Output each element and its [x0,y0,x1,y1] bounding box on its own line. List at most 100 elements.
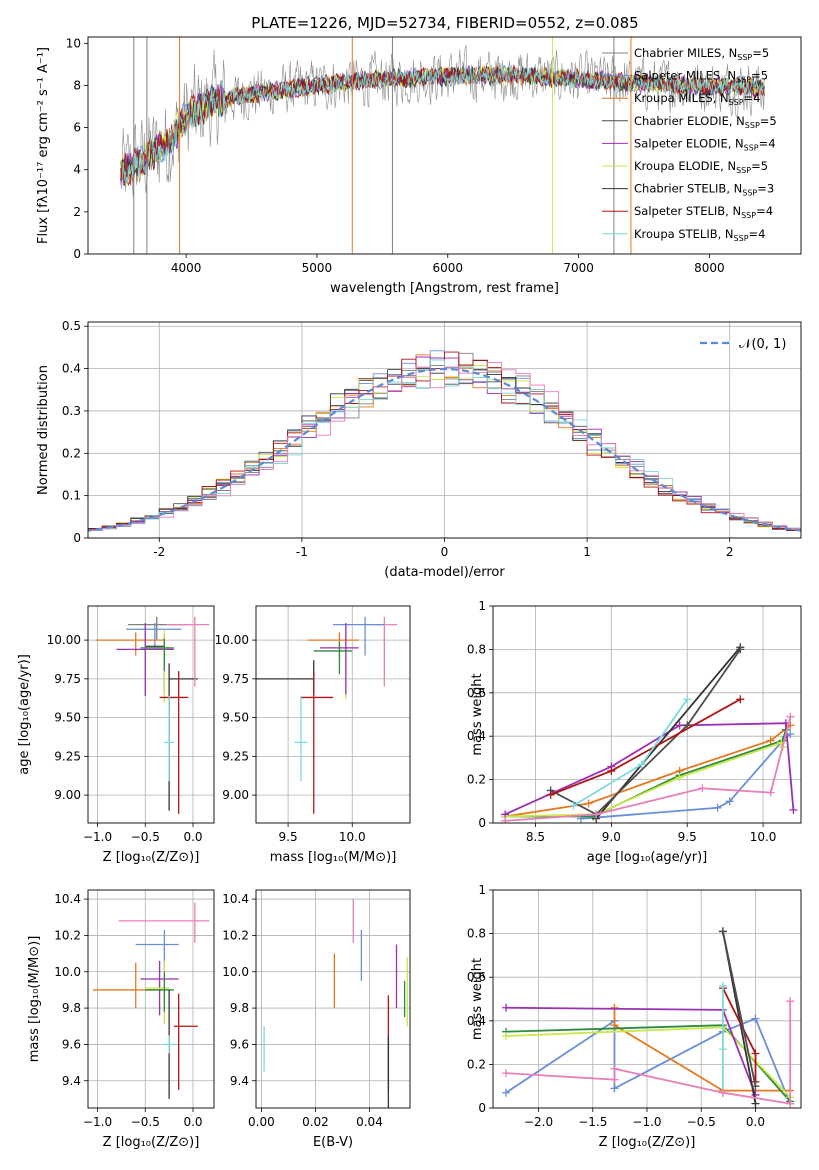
errorbars [92,902,210,1099]
plot-frame [87,36,802,255]
weight-marker [502,1003,511,1012]
y-tick-label: 9.25 [222,749,249,763]
weight-line [718,981,727,1097]
y-tick-label: 9.00 [54,788,81,802]
errorbar-point [173,993,198,1090]
y-tick-label: 0.6 [467,970,486,984]
weight-marker [789,805,798,814]
normal-curve [88,367,801,532]
weight-marker [675,773,684,782]
y-tick-label: 9.6 [62,1037,81,1051]
legend-entry: Chabrier ELODIE, NSSP=5 [634,114,777,130]
x-tick-label: 5000 [302,261,333,275]
y-tick-label: 4 [73,163,81,177]
errorbar-point [164,695,174,782]
errorbar-point [118,902,210,943]
y-tick-label: 9.25 [54,749,81,763]
y-tick-label: 0.1 [62,489,81,503]
x-tick-label: 0.00 [248,1115,275,1129]
weight-marker [675,721,684,730]
weight-line [501,719,798,819]
y-tick-label: 9.75 [54,672,81,686]
errorbar-point [333,616,385,656]
plot-frame [87,889,215,1109]
plot-frame [87,321,802,539]
plot-frame [255,889,411,1109]
weight_vs_age-panel: 8.5 9.0 9.5 10.0 0 0.2 0.4 0.6 0.8 1 age [log₁₀(ag… [467,599,802,865]
weight-marker [610,1064,619,1073]
weight-marker [698,784,707,793]
errorbar-point [256,660,315,695]
legend-entry: Salpeter ELODIE, NSSP=4 [634,136,776,152]
histograms [88,350,801,533]
y-tick-label: 6 [73,121,81,135]
x-tick-label: 7000 [563,261,594,275]
x-tick-label: 2 [726,545,734,559]
x-tick-label: −2.0 [524,1115,553,1129]
weight-marker [502,1069,511,1078]
y-tick-label: 0.5 [62,319,81,333]
weight-marker [718,927,727,936]
weight-marker [610,1084,619,1093]
y-tick-label: 0.8 [467,642,486,656]
weight-line [501,712,795,823]
weight-path [504,724,791,818]
weight-marker [786,712,795,721]
x-tick-label: −1.0 [83,1115,112,1129]
plot-frame [87,605,215,824]
weight-marker [718,1088,727,1097]
y-tick-label: 9.4 [62,1074,81,1088]
x-tick-label: -2 [153,545,165,559]
weight-path [505,1001,792,1105]
weight-line [610,1003,795,1095]
weight-path [613,1007,791,1092]
weight-marker [713,803,722,812]
x-axis-label: age [log₁₀(age/yr)] [587,850,708,865]
errorbar-point [135,929,179,972]
y-tick-label: 0.4 [62,362,81,376]
errorbars [256,616,398,814]
y-tick-label: 1 [478,599,486,613]
errorbar-point [168,663,198,811]
weight-marker [502,1088,511,1097]
y-tick-label: 0.8 [467,927,486,941]
x-axis-label: mass [log₁₀(M/M⊙)] [270,850,397,865]
legend-entry: Kroupa STELIB, NSSP=4 [634,227,765,243]
weight-marker [610,1003,619,1012]
y-tick-label: 0 [478,1101,486,1115]
y-tick-label: 0.2 [467,773,486,787]
errorbar-point [313,641,353,675]
errorbar-point [166,616,210,687]
weight-line [501,725,790,821]
x-axis-label: E(B-V) [313,1135,353,1150]
errorbar-point [128,616,188,641]
y-axis-label: Normed distribution [36,365,51,495]
y-tick-label: 10.4 [222,892,249,906]
y-tick-label: 0 [478,816,486,830]
y-tick-label: 10.2 [222,928,249,942]
y-tick-label: 10.4 [54,892,81,906]
x-tick-label: 6000 [432,261,463,275]
weight-marker [766,736,775,745]
weight-marker [607,766,616,775]
mass_vs_Z-panel: −1.0 −0.5 0.0 9.4 9.6 9.8 10.0 10.2 10.4 Z [log₁₀… [27,889,215,1150]
weight-line [569,695,692,810]
weight-marker [637,760,646,769]
y-tick-label: 9.50 [222,711,249,725]
weight-marker [718,981,727,990]
x-tick-label: −1.0 [83,830,112,844]
y-tick-label: 9.8 [62,1001,81,1015]
y-tick-label: 10.0 [222,965,249,979]
weight-marker [786,997,795,1006]
weight-marker [501,816,510,823]
legend-entry: 𝒩(0, 1) [739,337,786,352]
weight-marker [546,790,555,799]
weight-marker [592,810,601,819]
weight-path [505,729,787,818]
legend-entry: Chabrier STELIB, NSSP=3 [634,182,774,198]
y-tick-label: 8 [73,78,81,92]
errorbar-point [307,632,359,659]
errorbar-point [294,695,308,782]
spectrum-legend: Chabrier MILES, NSSP=5 Salpeter MILES, NS… [602,46,777,243]
spectrum-lines [120,37,765,254]
